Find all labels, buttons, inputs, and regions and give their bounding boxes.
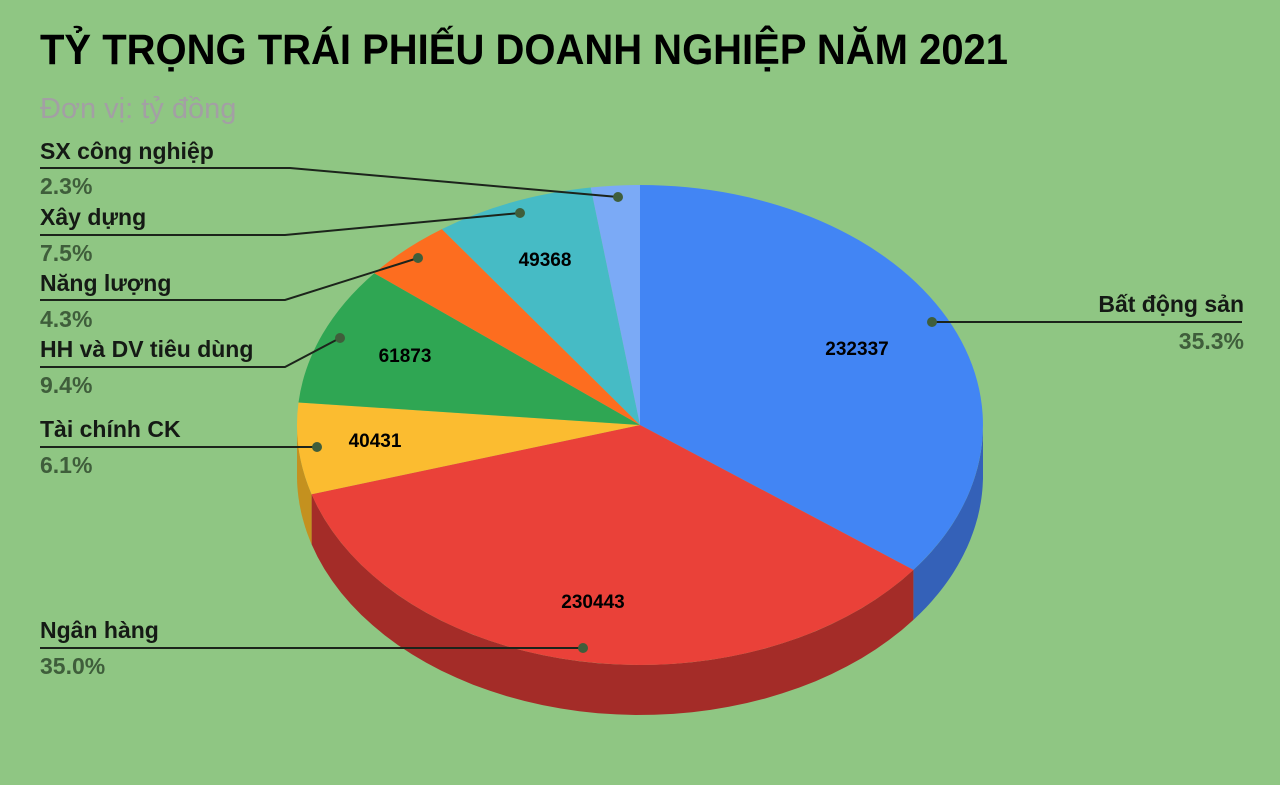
label-hh-dv-tieu-dung: HH và DV tiêu dùng [40,336,254,362]
percent-ngan-hang: 35.0% [40,653,106,679]
percent-xay-dung: 7.5% [40,240,93,266]
pie-slice-nang-luong[interactable] [374,229,640,425]
leader-line-xay-dung [40,212,521,236]
percent-bat-dong-san: 35.3% [1178,328,1244,354]
leader-dot-nang-luong [413,253,423,263]
percent-sx-cong-nghiep: 2.3% [40,173,93,199]
slice-value-hh-dv: 61873 [378,346,432,367]
label-sx-cong-nghiep: SX công nghiệp [40,138,214,164]
label-xay-dung: Xây dựng [40,204,147,230]
pie-side-bat-dong-san [913,425,983,620]
percent-nang-luong: 4.3% [40,306,93,332]
leader-dot-bat-dong-san [927,317,937,327]
chart-title: TỶ TRỌNG TRÁI PHIẾU DOANH NGHIỆP NĂM 202… [40,26,1009,74]
leader-dot-sx-cong-nghiep [613,192,623,202]
leader-line-sx-cong-nghiep [40,167,619,198]
leader-line-nang-luong [40,257,419,301]
pie-slices [296,185,983,665]
leader-dot-tai-chinh-ck [312,442,322,452]
slice-value-xay-dung: 49368 [518,250,572,271]
slice-value-ngan-hang: 230443 [561,592,625,613]
leader-dot-xay-dung [515,208,525,218]
label-ngan-hang: Ngân hàng [40,617,159,643]
leader-lines [40,167,1242,653]
percent-tai-chinh-ck: 6.1% [40,452,93,478]
leader-line-hh-dv [40,337,341,368]
pie-slice-tai-chinh-ck[interactable] [296,402,640,495]
slice-value-tai-chinh-ck: 40431 [348,431,402,452]
pie-slice-hh-va-dv-tieu-dung[interactable] [298,273,641,425]
label-bat-dong-san: Bất động sản [1098,291,1244,317]
slice-value-bat-dong-san: 232337 [825,339,889,360]
pie-side-ngan-hang [311,494,914,715]
leader-dot-hh-dv [335,333,345,343]
pie-slice-ngan-hang[interactable] [311,425,914,665]
pie-slice-bat-dong-san[interactable] [640,185,983,570]
percent-hh-dv-tieu-dung: 9.4% [40,372,93,398]
leader-dot-ngan-hang [578,643,588,653]
label-nang-luong: Năng lượng [40,270,172,296]
pie-depth-sides [297,425,983,715]
pie-slice-xay-dung[interactable] [441,187,640,426]
chart-subtitle-unit: Đơn vị: tỷ đồng [40,93,237,125]
pie-side-tai-chinh-ck [297,425,312,545]
label-tai-chinh-ck: Tài chính CK [40,416,181,442]
pie-slice-sx-cong-nghiep[interactable] [590,185,640,425]
